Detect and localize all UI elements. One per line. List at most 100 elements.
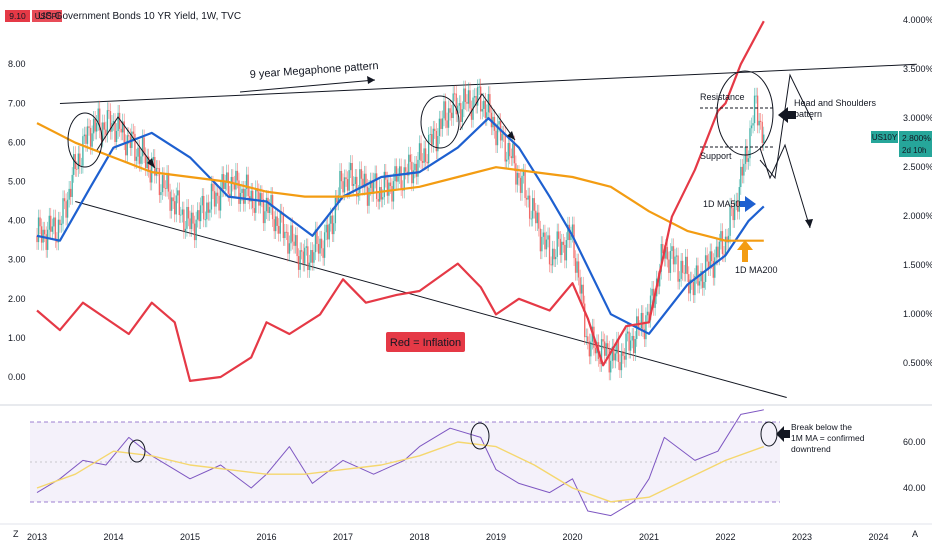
candle-body [149,169,151,183]
candle-body [103,122,106,130]
candle-body [642,312,644,330]
candle-body [648,311,650,320]
candle-body [421,161,424,163]
candle-body [63,198,66,202]
candle-body [236,170,239,181]
candle-body [392,181,395,202]
candle-body [76,168,78,170]
candle-body [545,239,548,250]
candle-body [470,108,473,120]
candle-body [354,176,356,185]
x-tick-label: 2017 [333,532,353,542]
candle-body [177,190,179,196]
candle-body [264,211,266,224]
candle-body [452,93,454,119]
candle-body [144,155,147,169]
candle-body [92,118,95,134]
candle-body [551,248,554,266]
candle-body [267,197,269,213]
candle-body [368,187,370,206]
candle-body [50,215,52,232]
candle-body [348,170,350,191]
candle-body [473,96,476,98]
candle-body [45,234,47,250]
candle-body [287,232,289,254]
zigzag-projection-down [759,143,811,229]
x-axis: 2013 2014 2015 2016 2017 2018 2019 2020 2021 2022… [27,532,889,542]
candle-body [51,226,53,232]
candle-body [290,225,292,244]
candle-body [637,316,639,328]
candle-body [325,224,327,233]
candle-body [414,163,416,171]
candle-body [339,170,341,196]
candle-body [519,177,522,193]
candle-body [613,346,615,361]
candle-body [550,264,552,266]
candle-body [112,120,115,123]
candle-body [623,355,626,360]
last-price-tag [899,131,932,157]
x-tick-label: 2016 [256,532,276,542]
candle-body [304,247,306,264]
candle-body [36,235,38,243]
candle-body [82,136,84,166]
megaphone-trendline[interactable] [75,201,787,398]
right-tick-label: 2.500% [903,162,932,172]
candle-body [645,315,647,340]
last-price-countdown: 2d 10h [902,146,926,155]
candle-body [268,207,271,213]
candle-body [649,295,652,320]
megaphone-trendline[interactable] [59,63,917,104]
candle-body [717,246,719,258]
candle-body [463,88,465,110]
right-axis[interactable]: 4.000% 3.500% 3.000% 2.500% 2.000% 1.500% 1.00… [903,15,932,368]
candle-body [379,187,381,202]
candle-body [88,126,90,128]
candle-body [117,112,119,131]
candle-body [212,183,214,192]
candle-body [213,191,216,207]
candle-body [235,170,237,190]
last-price-symbol-tag [871,131,898,143]
candle-body [659,271,661,287]
candle-body [675,255,678,257]
candle-body [711,251,713,262]
candle-body [735,200,737,203]
candle-body [125,142,127,156]
candle-body [486,112,488,118]
candle-body [654,296,656,308]
candle-body [274,216,277,232]
candle-body [141,137,144,157]
ma50-line [36,117,765,335]
candle-body [743,163,745,176]
candle-body [99,108,101,131]
auto-scale-icon[interactable]: A [912,529,918,539]
candle-body [730,205,733,209]
candle-body [633,335,635,354]
candle-body [311,250,314,263]
candle-body [285,231,288,233]
candle-body [299,250,301,270]
candle-body [461,109,464,122]
head-shoulders-label-2: pattern [794,109,822,119]
break-pointer-icon [776,426,790,442]
candle-body [726,236,728,243]
candle-body [66,199,69,218]
head-shoulders-pointer-icon [778,107,796,123]
candle-body [164,188,167,189]
candle-body [738,187,740,212]
candle-body [622,351,624,356]
candle-body [226,172,228,183]
candle-body [73,154,75,175]
inflation-symbol-badge [32,10,62,22]
timezone-icon[interactable]: Z [13,529,19,539]
candle-body [363,173,366,188]
candle-body [489,94,491,113]
inflation-line [36,20,765,382]
megaphone-trendlines[interactable] [59,63,917,398]
candle-body [412,170,415,184]
candle-body [424,148,427,162]
chart-title: US Government Bonds 10 YR Yield, 1W, TVC [38,11,241,22]
